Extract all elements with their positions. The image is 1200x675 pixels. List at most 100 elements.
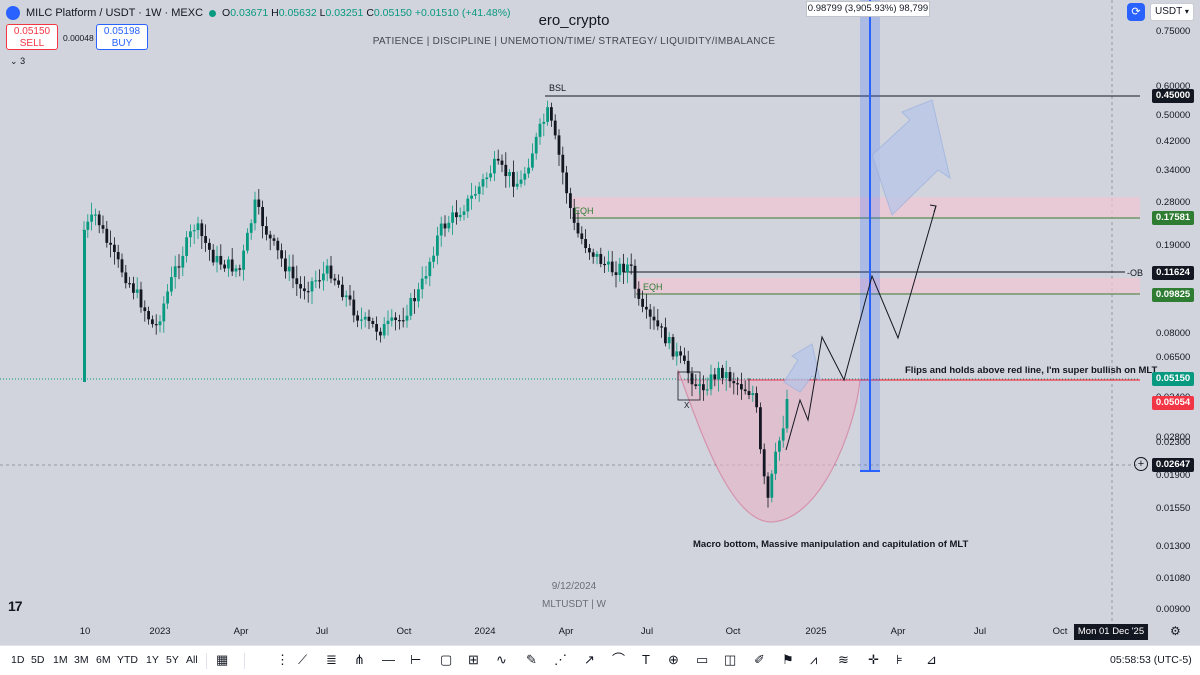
candle-body <box>778 440 781 452</box>
measure-tooltip: 0.98799 (3,905.93%) 98,799 <box>806 1 930 17</box>
toolbar-divider <box>244 653 245 669</box>
add-alert-icon[interactable]: + <box>1134 457 1148 471</box>
candle-body <box>523 173 527 180</box>
candle-body <box>740 384 743 390</box>
projection-path <box>785 205 937 451</box>
candle-body <box>124 272 128 284</box>
calendar-range-icon[interactable]: ▦ <box>216 652 229 667</box>
time-axis-label: Jul <box>315 626 329 637</box>
symbol-line[interactable]: MILC Platform / USDT · 1W · MEXC <box>26 7 204 19</box>
price-axis-label: 0.19000 <box>1156 240 1191 251</box>
magnet-icon[interactable]: ⊿ <box>926 652 937 667</box>
parallel-channel-icon[interactable]: ≣ <box>326 652 337 667</box>
timeframe-6m[interactable]: 6M <box>96 654 111 666</box>
curve-icon[interactable]: ⌒ <box>612 652 626 667</box>
candle-body <box>588 248 591 253</box>
buy-button[interactable]: 0.05198 BUY <box>96 24 148 50</box>
candle-body <box>538 123 542 137</box>
tradingview-logo-icon[interactable]: 17 <box>8 598 23 614</box>
crosshair-icon[interactable]: ✛ <box>868 652 879 667</box>
price-axis-label: 0.02800 <box>1156 432 1191 443</box>
timeframe-1d[interactable]: 1D <box>11 654 25 666</box>
price-chart[interactable]: BSL EQH EQH -OB X Flips and holds above red l… <box>0 0 1200 645</box>
candle-body <box>458 214 462 218</box>
callout-icon[interactable]: ▭ <box>696 652 709 667</box>
ob-label: -OB <box>1127 268 1143 278</box>
candle-body <box>565 172 568 194</box>
polyline-icon[interactable]: ⋰ <box>554 652 567 667</box>
timeframe-5y[interactable]: 5Y <box>166 654 179 666</box>
slogan-text: PATIENCE | DISCIPLINE | UNEMOTION/TIME/ … <box>372 36 776 47</box>
pitchfork-icon[interactable]: ⋔ <box>354 652 365 667</box>
candle-body <box>303 288 306 292</box>
candle-body <box>143 307 147 312</box>
pattern-icon[interactable]: ⩘ <box>810 652 818 667</box>
forecast-icon[interactable]: ≋ <box>838 652 849 667</box>
indicators-toggle[interactable]: ⌄ 3 <box>10 56 25 67</box>
timeframe-5d[interactable]: 5D <box>31 654 45 666</box>
x-label: X <box>684 401 690 410</box>
candle-body <box>306 291 310 293</box>
arrow-marker-icon[interactable]: ↗ <box>584 652 595 667</box>
timeframe-1m[interactable]: 1M <box>53 654 68 666</box>
horizontal-ray-icon[interactable]: ⊢ <box>410 652 422 667</box>
timeframe-all[interactable]: All <box>186 654 198 666</box>
gear-icon[interactable]: ⚙ <box>1170 624 1181 638</box>
candle-body <box>770 473 774 498</box>
price-axis-label: 0.34000 <box>1156 165 1191 176</box>
flag-icon[interactable]: ⚑ <box>782 652 794 667</box>
drag-handle-icon[interactable]: ⋮ <box>276 652 289 667</box>
currency-select[interactable]: USDT ▾ <box>1150 3 1194 21</box>
brush-icon[interactable]: ✎ <box>526 652 537 667</box>
candle-body <box>101 225 105 229</box>
sell-price: 0.05150 <box>13 26 51 37</box>
candle-body <box>420 278 424 290</box>
eqh-label-top: EQH <box>574 206 594 216</box>
note-icon[interactable]: ◫ <box>724 652 737 667</box>
candle-body <box>363 316 367 320</box>
currency-sync-button[interactable]: ⟳ <box>1127 3 1145 21</box>
candle-body <box>238 268 242 270</box>
candle-body <box>360 319 363 321</box>
candle-body <box>405 315 409 321</box>
path-icon[interactable]: ∿ <box>496 652 507 667</box>
candle-body <box>747 391 751 396</box>
sync-icon: ⟳ <box>1131 6 1141 18</box>
price-axis-label: 0.01080 <box>1156 573 1191 584</box>
chart-area[interactable]: BSL EQH EQH -OB X Flips and holds above red l… <box>0 0 1200 645</box>
candle-body <box>158 321 162 326</box>
candle-body <box>299 284 302 289</box>
bsl-label: BSL <box>549 83 566 93</box>
price-axis-label: 0.75000 <box>1156 26 1191 37</box>
candle-body <box>443 223 447 229</box>
horizontal-line-icon[interactable]: — <box>382 652 395 667</box>
candle-body <box>664 327 667 344</box>
candle-body <box>599 253 603 264</box>
pen-icon[interactable]: ✐ <box>754 652 765 667</box>
candle-body <box>86 221 90 230</box>
candle-body <box>557 135 561 155</box>
candle-body <box>94 214 97 216</box>
clock-time[interactable]: 05:58:53 (UTC-5) <box>1110 654 1192 666</box>
trend-line-icon[interactable]: ⟋ <box>298 652 308 667</box>
timeframe-3m[interactable]: 3M <box>74 654 89 666</box>
candle-body <box>314 280 318 282</box>
long-position-icon[interactable]: ⊕ <box>668 652 679 667</box>
candle-body <box>629 264 633 266</box>
timeframe-1y[interactable]: 1Y <box>146 654 159 666</box>
candle-body <box>436 235 439 256</box>
candle-body <box>694 384 698 387</box>
candle-body <box>485 177 489 180</box>
candle-body <box>90 214 93 222</box>
measure-icon[interactable]: ⊧ <box>896 652 903 667</box>
rectangle-icon[interactable]: ▢ <box>440 652 453 667</box>
timeframe-ytd[interactable]: YTD <box>117 654 138 666</box>
candle-body <box>755 393 758 408</box>
time-axis-label: Oct <box>1052 626 1068 637</box>
sell-button[interactable]: 0.05150 SELL <box>6 24 58 50</box>
time-axis-label: 2023 <box>149 626 171 637</box>
fib-retracement-icon[interactable]: ⊞ <box>468 652 479 667</box>
candle-body <box>394 317 397 321</box>
text-icon[interactable]: T <box>642 652 650 667</box>
candle-body <box>580 233 584 240</box>
